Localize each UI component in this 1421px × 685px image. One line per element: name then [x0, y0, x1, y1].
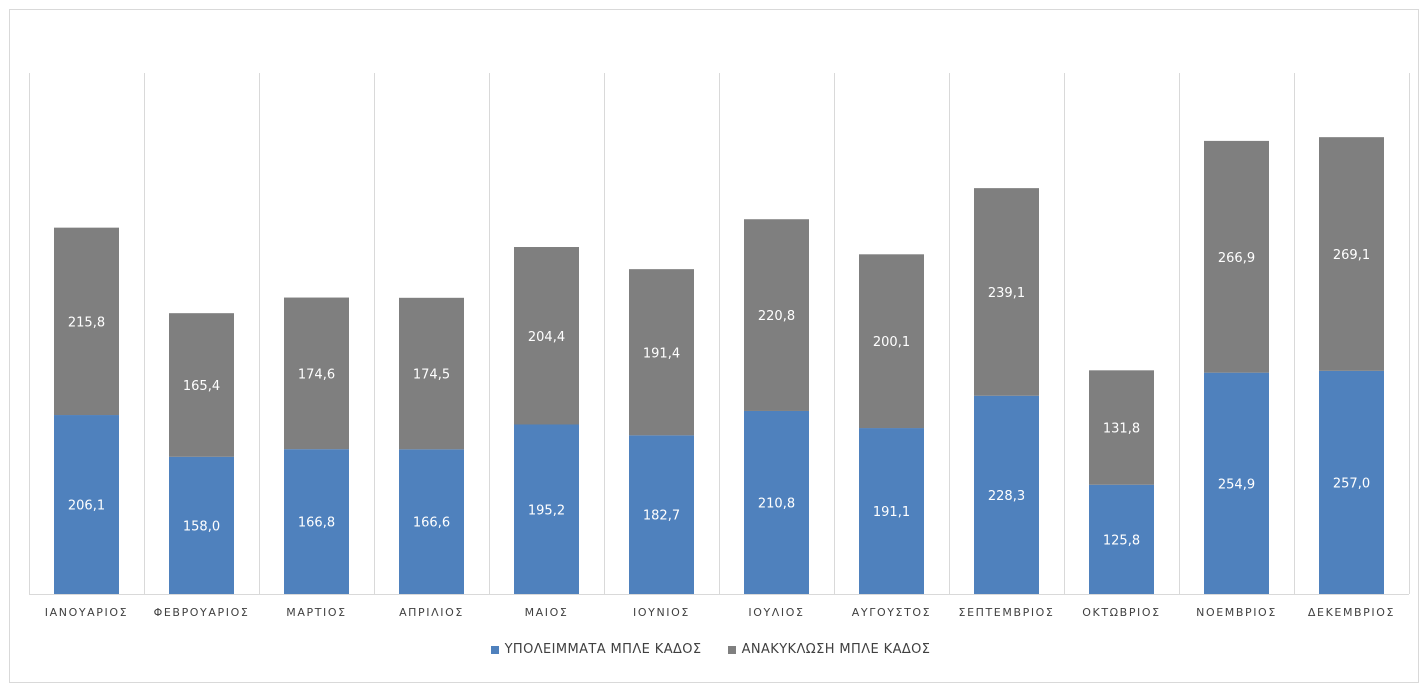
legend-item-recycling: ΑΝΑΚΥΚΛΩΣΗ ΜΠΛΕ ΚΑΔΟΣ: [727, 642, 931, 657]
legend-item-leftover: ΥΠΟΛΕΙΜΜΑΤΑ ΜΠΛΕ ΚΑΔΟΣ: [490, 642, 702, 657]
data-label-leftover: 228,3: [988, 489, 1025, 504]
bar-recycling: [1089, 370, 1154, 485]
bar-recycling: [744, 219, 809, 411]
bar-recycling: [169, 313, 234, 457]
data-label-leftover: 254,9: [1218, 477, 1255, 492]
data-label-leftover: 257,0: [1333, 476, 1370, 491]
bar-recycling: [974, 188, 1039, 396]
x-tick-label: ΟΚΤΩΒΡΙΟΣ: [1082, 606, 1160, 619]
data-label-recycling: 204,4: [528, 330, 565, 345]
data-label-leftover: 195,2: [528, 503, 565, 518]
bar-leftover: [169, 456, 234, 594]
data-label-leftover: 166,8: [298, 516, 335, 531]
data-label-leftover: 125,8: [1103, 533, 1140, 548]
data-label-recycling: 174,6: [298, 367, 335, 382]
legend-label-recycling: ΑΝΑΚΥΚΛΩΣΗ ΜΠΛΕ ΚΑΔΟΣ: [741, 642, 931, 657]
bar-recycling: [399, 297, 464, 450]
bar-leftover: [744, 410, 809, 594]
x-tick-label: ΜΑΡΤΙΟΣ: [286, 606, 346, 619]
bar-leftover: [1319, 370, 1384, 594]
bar-recycling: [1204, 140, 1269, 373]
x-tick-label: ΣΕΠΤΕΜΒΡΙΟΣ: [959, 606, 1055, 619]
bar-leftover: [284, 449, 349, 594]
data-label-recycling: 200,1: [873, 335, 910, 350]
data-label-recycling: 239,1: [988, 286, 1025, 301]
data-label-leftover: 166,6: [413, 516, 450, 531]
data-label-leftover: 191,1: [873, 505, 910, 520]
chart-frame: [9, 9, 1419, 683]
legend-swatch-recycling: [727, 645, 736, 654]
x-tick-label: ΔΕΚΕΜΒΡΙΟΣ: [1308, 606, 1395, 619]
x-tick-label: ΑΥΓΟΥΣΤΟΣ: [852, 606, 931, 619]
bar-leftover: [859, 428, 924, 594]
bar-leftover: [629, 435, 694, 594]
x-tick-label: ΜΑΙΟΣ: [525, 606, 569, 619]
data-label-recycling: 165,4: [183, 379, 220, 394]
bar-recycling: [629, 269, 694, 436]
chart-legend: ΥΠΟΛΕΙΜΜΑΤΑ ΜΠΛΕ ΚΑΔΟΣ ΑΝΑΚΥΚΛΩΣΗ ΜΠΛΕ Κ…: [0, 642, 1421, 657]
x-tick-label: ΙΟΥΝΙΟΣ: [633, 606, 690, 619]
bar-leftover: [399, 449, 464, 594]
data-label-leftover: 158,0: [183, 519, 220, 534]
data-label-recycling: 191,4: [643, 346, 680, 361]
bar-recycling: [284, 297, 349, 450]
bar-leftover: [1089, 484, 1154, 594]
data-label-recycling: 266,9: [1218, 251, 1255, 266]
x-tick-label: ΦΕΒΡΟΥΑΡΙΟΣ: [154, 606, 250, 619]
bar-leftover: [1204, 372, 1269, 594]
x-tick-label: ΙΟΥΛΙΟΣ: [748, 606, 804, 619]
x-tick-label: ΙΑΝΟΥΑΡΙΟΣ: [45, 606, 128, 619]
data-label-leftover: 210,8: [758, 496, 795, 511]
bar-recycling: [1319, 137, 1384, 371]
data-label-recycling: 220,8: [758, 309, 795, 324]
data-label-leftover: 206,1: [68, 499, 105, 514]
legend-label-leftover: ΥΠΟΛΕΙΜΜΑΤΑ ΜΠΛΕ ΚΑΔΟΣ: [504, 642, 702, 657]
data-label-recycling: 215,8: [68, 315, 105, 330]
bar-leftover: [54, 415, 119, 594]
legend-swatch-leftover: [490, 645, 499, 654]
data-label-recycling: 269,1: [1333, 248, 1370, 263]
bar-recycling: [859, 254, 924, 429]
x-tick-label: ΝΟΕΜΒΡΙΟΣ: [1196, 606, 1277, 619]
bar-leftover: [514, 424, 579, 594]
data-label-leftover: 182,7: [643, 509, 680, 524]
bar-leftover: [974, 395, 1039, 594]
bar-recycling: [514, 247, 579, 425]
x-tick-label: ΑΠΡΙΛΙΟΣ: [399, 606, 464, 619]
bar-recycling: [54, 227, 119, 416]
data-label-recycling: 131,8: [1103, 422, 1140, 437]
data-label-recycling: 174,5: [413, 368, 450, 383]
